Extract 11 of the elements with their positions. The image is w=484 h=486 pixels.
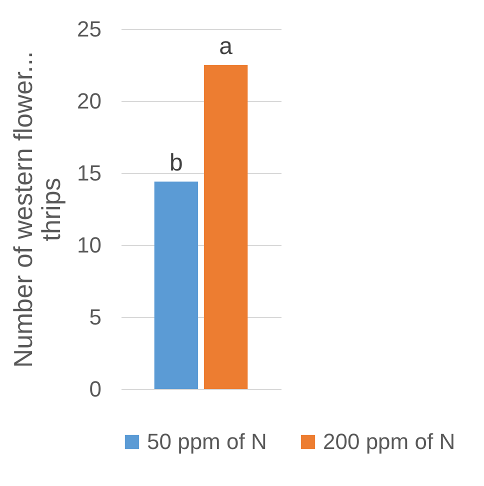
y-tick-label: 5 [89,304,102,330]
legend-label: 50 ppm of N [147,429,267,454]
y-axis-title: Number of western flower... thrips [8,51,66,368]
annotation: a [219,33,234,60]
legend-label: 200 ppm of N [323,429,456,454]
y-tick-label: 15 [77,160,102,186]
y-tick-label: 0 [89,376,102,402]
y-tick-label: 25 [77,16,102,42]
annotation: b [170,150,183,177]
y-tick-label: 20 [77,88,102,114]
y-tick-label: 10 [77,232,102,258]
